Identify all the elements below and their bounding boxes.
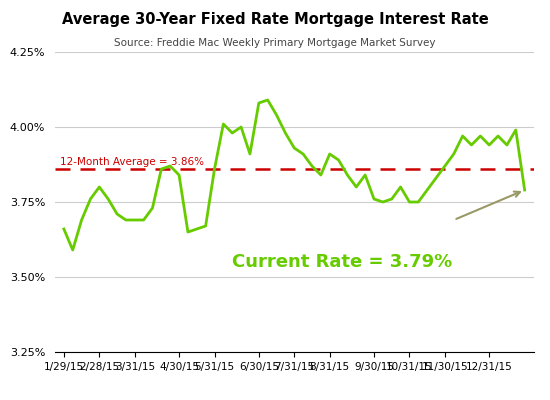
Text: Current Rate = 3.79%: Current Rate = 3.79% — [232, 253, 452, 271]
Text: 12-Month Average = 3.86%: 12-Month Average = 3.86% — [60, 157, 204, 167]
Text: Source: Freddie Mac Weekly Primary Mortgage Market Survey: Source: Freddie Mac Weekly Primary Mortg… — [114, 38, 436, 48]
Text: Average 30-Year Fixed Rate Mortgage Interest Rate: Average 30-Year Fixed Rate Mortgage Inte… — [62, 12, 488, 27]
